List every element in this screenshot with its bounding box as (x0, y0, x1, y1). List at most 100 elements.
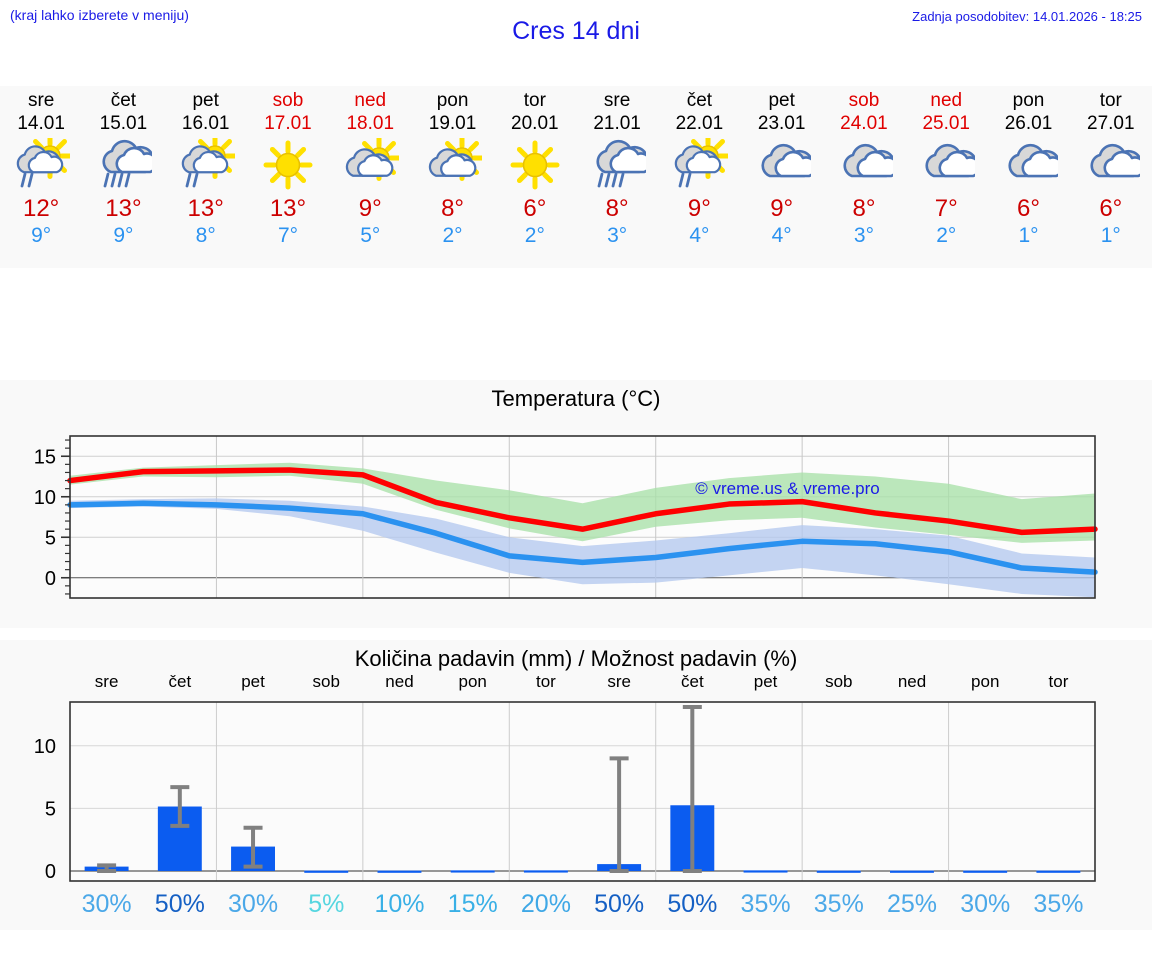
day-temp-min: 2° (936, 224, 957, 247)
day-name: sre (27, 90, 55, 111)
day-temp-max: 9° (358, 195, 382, 222)
day-date: 17.01 (264, 113, 312, 134)
day-temp-min: 4° (689, 224, 710, 247)
precipitation-day-label: sre (607, 672, 631, 691)
day-temp-max: 13° (105, 195, 142, 222)
day-column[interactable]: sre 14.01 12° 9° (0, 86, 82, 268)
sun-icon (259, 135, 317, 193)
precipitation-bar (1036, 870, 1081, 873)
precipitation-probability: 15% (447, 890, 498, 918)
precipitation-chart-title: Količina padavin (mm) / Možnost padavin … (354, 646, 798, 671)
precipitation-bar (377, 870, 422, 873)
svg-text:15: 15 (34, 446, 56, 468)
precipitation-bar (816, 870, 861, 873)
svg-text:10: 10 (34, 736, 56, 758)
sun-cloud-icon (424, 135, 482, 193)
day-column[interactable]: tor 20.01 6° 2° (494, 86, 576, 268)
day-column[interactable]: tor 27.01 6° 1° (1070, 86, 1152, 268)
day-date: 16.01 (181, 113, 230, 134)
precipitation-probability: 50% (667, 890, 718, 918)
sun-cloud-icon (341, 135, 400, 193)
precipitation-day-label: ned (897, 672, 927, 691)
day-column[interactable]: pon 26.01 6° 1° (987, 86, 1069, 268)
temperature-chart-block: Temperatura (°C) 0 5 10 15 © vreme.us & vrem… (0, 380, 1152, 628)
precipitation-day-label: pon (971, 672, 1000, 691)
precipitation-bar (743, 870, 788, 873)
day-date: 25.01 (922, 113, 970, 134)
day-column[interactable]: pon 19.01 8° 2° (411, 86, 493, 268)
day-column[interactable]: sob 24.01 8° 3° (823, 86, 905, 268)
day-name: tor (1099, 90, 1122, 111)
day-date: 26.01 (1004, 113, 1053, 134)
precipitation-probability: 25% (886, 890, 938, 918)
temperature-chart: 0 5 10 15 © vreme.us & vreme.pro (34, 435, 1098, 599)
precipitation-day-label: pet (241, 672, 265, 691)
day-temp-min: 9° (113, 224, 134, 247)
sun-cloud-rain-icon (177, 135, 235, 193)
day-name: ned (354, 90, 387, 111)
day-date: 24.01 (840, 113, 888, 134)
day-date: 14.01 (17, 113, 65, 134)
precipitation-day-label: ned (385, 672, 414, 691)
day-temp-max: 8° (605, 195, 629, 222)
precipitation-bar (963, 870, 1008, 873)
page-title: Cres 14 dni (512, 17, 640, 45)
last-updated: Zadnja posodobitev: 14.01.2026 - 18:25 (912, 9, 1142, 24)
day-temp-max: 6° (1099, 195, 1123, 222)
day-date: 15.01 (99, 113, 148, 134)
day-date: 19.01 (428, 113, 477, 134)
day-temp-min: 1° (1100, 224, 1121, 247)
day-temp-min: 1° (1018, 224, 1039, 247)
cloud-rain-icon (94, 135, 153, 193)
day-name: ned (930, 90, 963, 111)
precipitation-probability: 50% (594, 890, 645, 918)
svg-text:© vreme.us & vreme.pro: © vreme.us & vreme.pro (695, 479, 879, 498)
day-temp-min: 2° (524, 224, 545, 247)
day-temp-min: 8° (195, 224, 216, 247)
precipitation-day-label: sob (312, 672, 340, 691)
svg-text:10: 10 (34, 487, 56, 509)
cloud-icon (917, 135, 976, 193)
day-name: sob (848, 90, 880, 111)
day-name: pet (768, 90, 795, 111)
day-column[interactable]: ned 25.01 7° 2° (905, 86, 987, 268)
precipitation-probability: 30% (960, 890, 1011, 918)
precipitation-bar (450, 870, 495, 873)
day-name: sob (272, 90, 304, 111)
cloud-icon (753, 135, 811, 193)
day-temp-min: 3° (607, 224, 628, 247)
day-temp-max: 9° (770, 195, 794, 222)
cloud-icon (835, 135, 893, 193)
precipitation-probability: 50% (154, 890, 205, 918)
day-name: pon (436, 90, 469, 111)
day-temp-max: 6° (523, 195, 547, 222)
precipitation-bar (523, 870, 568, 873)
precipitation-probability: 30% (81, 890, 132, 918)
precipitation-probability: 5% (308, 890, 345, 918)
day-temp-max: 13° (187, 195, 224, 222)
temperature-chart-title: Temperatura (°C) (491, 386, 661, 411)
precipitation-probability: 30% (228, 890, 279, 918)
day-temp-max: 12° (22, 195, 60, 222)
day-column[interactable]: sob 17.01 13° 7° (247, 86, 329, 268)
day-temp-max: 9° (687, 195, 711, 222)
precipitation-day-labels: sre čet pet sob ned pon tor sre čet pet sob ned pon t… (0, 672, 1152, 694)
page-header: (kraj lahko izberete v meniju) Cres 14 d… (0, 0, 1152, 72)
precipitation-day-label: sob (825, 672, 853, 691)
day-column[interactable]: čet 15.01 13° 9° (82, 86, 164, 268)
precipitation-day-label: sre (94, 672, 119, 691)
menu-hint: (kraj lahko izberete v meniju) (10, 7, 189, 23)
day-name: tor (523, 90, 546, 111)
day-column[interactable]: čet 22.01 9° 4° (658, 86, 740, 268)
precipitation-day-label: čet (168, 672, 192, 691)
day-name: čet (110, 90, 137, 111)
precipitation-bar (304, 870, 349, 873)
day-column[interactable]: sre 21.01 8° 3° (576, 86, 658, 268)
day-temp-min: 5° (360, 224, 381, 247)
day-temp-min: 9° (31, 224, 52, 247)
day-column[interactable]: pet 16.01 13° 8° (165, 86, 247, 268)
day-column[interactable]: pet 23.01 9° 4° (741, 86, 823, 268)
sun-cloud-rain-icon (670, 135, 729, 193)
precipitation-day-label: tor (1048, 672, 1069, 691)
day-column[interactable]: ned 18.01 9° 5° (329, 86, 411, 268)
